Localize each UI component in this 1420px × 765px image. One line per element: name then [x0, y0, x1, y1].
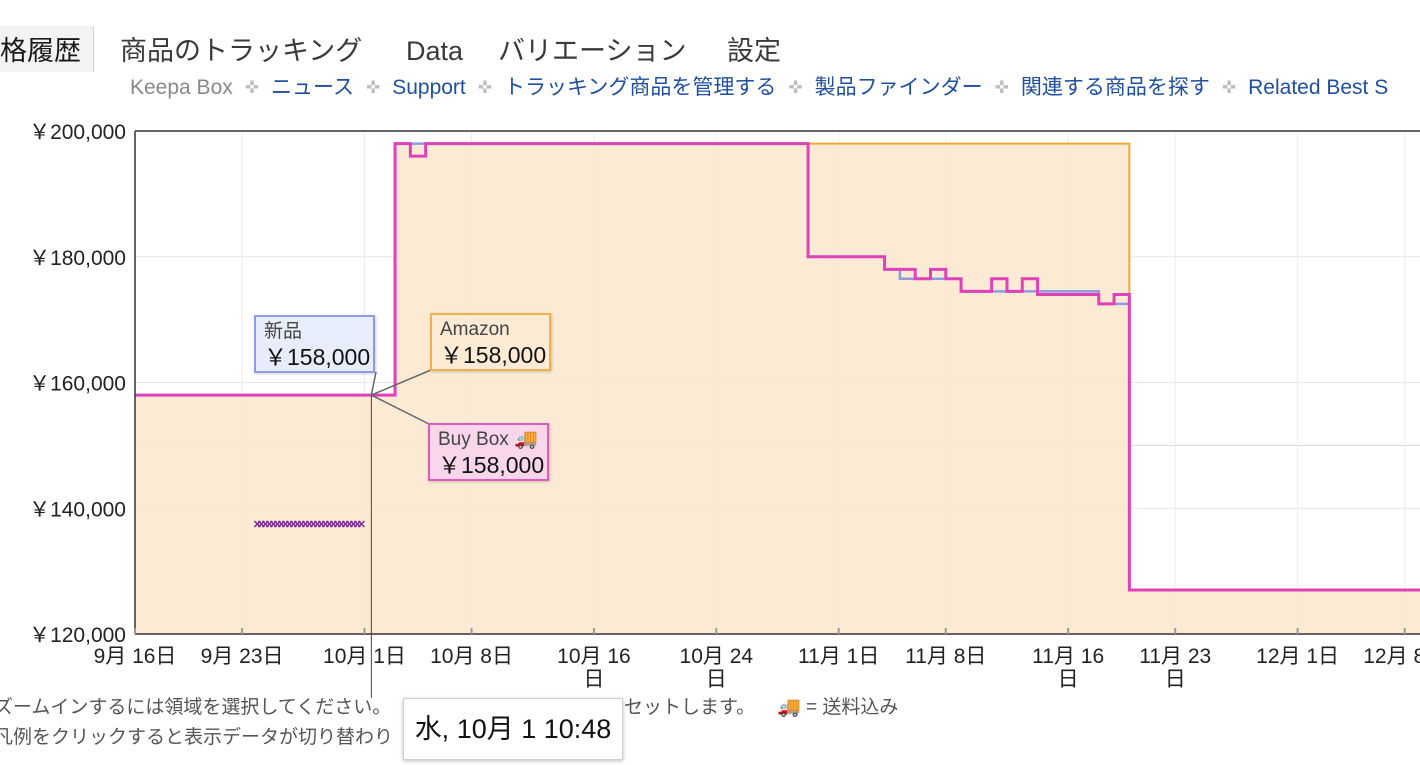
x-tick-label: 日 [706, 668, 727, 691]
x-tick-label: 11月 1日 [798, 645, 879, 668]
separator-icon: ✜ [365, 78, 381, 97]
subnav-product-finder[interactable]: 製品ファインダー [814, 76, 983, 99]
tooltip-amazon-label: Amazon [440, 319, 510, 340]
tab-bar: 格履歴 商品のトラッキング Data バリエーション 設定 [0, 26, 1420, 72]
separator-icon: ✜ [788, 78, 803, 97]
tooltip-new-price: 新品 ￥158,000 [254, 315, 375, 373]
x-tick-label: 11月 23 [1139, 645, 1211, 668]
zoom-hint-tail-text: セットします。 [624, 697, 756, 718]
subnav-manage-tracking[interactable]: トラッキング商品を管理する [504, 76, 777, 99]
amazon-area [135, 143, 1420, 634]
x-tick-label: 12月 1日 [1256, 645, 1339, 668]
subnav-support[interactable]: Support [392, 76, 466, 99]
crosshair-datetime: 水, 10月 1 10:48 [403, 698, 623, 760]
x-tick-label: 9月 16日 [94, 645, 177, 668]
buybox-series-line [135, 142, 1420, 592]
tab-price-history[interactable]: 格履歴 [0, 26, 94, 72]
truck-icon: 🚚 [777, 697, 801, 718]
separator-icon: ✜ [244, 78, 259, 97]
legend-hint: 凡例をクリックすると表示データが切り替わり [0, 722, 393, 749]
x-tick-label: 日 [1058, 668, 1079, 691]
x-tick-label: 11月 16 [1032, 645, 1104, 668]
separator-icon: ✜ [477, 78, 493, 97]
x-tick-label: 11月 8日 [905, 645, 986, 668]
legend-hint-text: 凡例をクリックすると表示データが切り替わり [0, 727, 394, 748]
subnav-news[interactable]: ニュース [271, 76, 354, 99]
tooltip-connector [371, 394, 430, 425]
separator-icon: ✜ [994, 78, 1009, 97]
tab-settings[interactable]: 設定 [727, 36, 781, 66]
tooltip-new-value: ￥158,000 [264, 344, 371, 370]
tooltip-new-label: 新品 [264, 321, 303, 342]
tooltip-buybox-label: Buy Box [438, 429, 509, 450]
zoom-hint-tail: セットします。 [624, 692, 755, 719]
subnav-related-best[interactable]: Related Best S [1248, 76, 1389, 99]
crosshair-datetime-text: 水, 10月 1 10:48 [414, 714, 612, 744]
y-tick-label: ￥160,000 [29, 373, 126, 396]
x-tick-label: 日 [1165, 668, 1186, 691]
tooltip-connector [370, 371, 377, 396]
tooltip-buybox-value: ￥158,000 [438, 452, 545, 478]
zoom-hint-text: ズームインするには領域を選択してください。 [0, 697, 392, 718]
truck-icon: 🚚 [514, 429, 538, 450]
shipping-legend-text: = 送料込み [805, 697, 899, 718]
zoom-hint: ズームインするには領域を選択してください。 [0, 692, 391, 719]
tooltip-amazon-value: ￥158,000 [440, 342, 547, 368]
y-tick-label: ￥200,000 [29, 121, 126, 144]
x-tick-label: 10月 1日 [323, 645, 406, 668]
separator-icon: ✜ [1221, 78, 1237, 97]
subnav-related-products[interactable]: 関連する商品を探す [1020, 76, 1210, 99]
x-tick-label: 10月 16 [557, 645, 631, 668]
x-tick-label: 9月 23日 [201, 645, 284, 668]
sub-navigation: Keepa Box ✜ ニュース ✜ Support ✜ トラッキング商品を管理する ✜ 製品フ… [130, 74, 1388, 102]
x-tick-label: 日 [583, 668, 604, 691]
x-tick-label: 12月 8日 [1363, 645, 1420, 668]
x-tick-label: 10月 8日 [430, 645, 513, 668]
x-tick-label: 10月 24 [680, 645, 754, 668]
y-tick-label: ￥140,000 [29, 498, 126, 521]
tooltip-connector [371, 369, 432, 396]
y-tick-label: ￥180,000 [29, 247, 126, 270]
used-marker [357, 520, 365, 528]
tab-data[interactable]: Data [406, 36, 464, 66]
tooltip-buybox-price: Buy Box 🚚 ￥158,000 [428, 423, 549, 481]
shipping-legend: 🚚 = 送料込み [777, 692, 898, 719]
tab-variations[interactable]: バリエーション [498, 36, 687, 66]
subnav-keepa-box[interactable]: Keepa Box [130, 76, 233, 99]
tooltip-amazon-price: Amazon ￥158,000 [430, 313, 551, 371]
tab-product-tracking[interactable]: 商品のトラッキング [120, 36, 363, 66]
y-tick-label: ￥120,000 [29, 624, 126, 647]
